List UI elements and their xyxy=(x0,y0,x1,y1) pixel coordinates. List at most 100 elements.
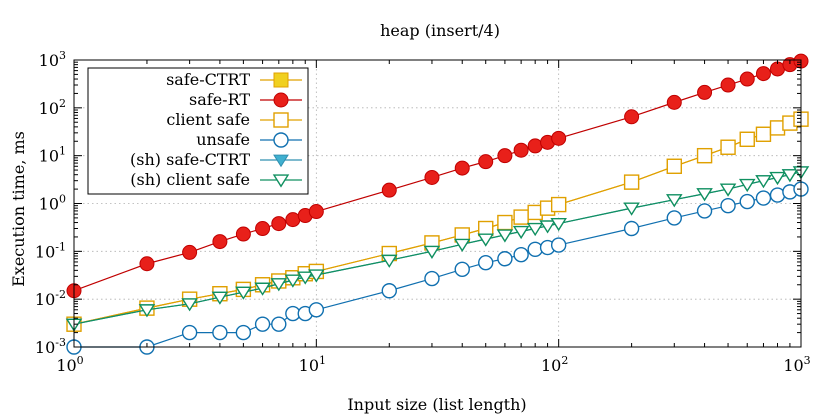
legend-box xyxy=(87,67,309,195)
legend-label: client safe xyxy=(166,110,250,129)
series-line xyxy=(73,60,802,292)
data-point xyxy=(454,160,470,176)
x-tick-label: 102 xyxy=(541,354,568,375)
data-point xyxy=(478,154,494,170)
data-point xyxy=(181,298,198,312)
legend-marker xyxy=(273,132,289,148)
data-point xyxy=(513,209,529,225)
data-point xyxy=(666,210,682,226)
x-tick-label: 100 xyxy=(56,354,83,375)
data-point xyxy=(696,188,713,202)
data-point xyxy=(478,254,494,271)
data-point xyxy=(138,304,156,318)
data-point xyxy=(550,218,567,232)
data-point xyxy=(424,169,440,185)
axis-ticks: 100 101 102 103 10-3 10-2 10-1 100 101 102 103 xyxy=(35,49,811,375)
legend-marker xyxy=(273,72,289,88)
data-point xyxy=(623,174,640,190)
data-point xyxy=(770,61,786,77)
data-point xyxy=(496,229,514,243)
data-point xyxy=(720,197,736,214)
data-point xyxy=(539,220,556,234)
data-point xyxy=(211,291,229,305)
series-line xyxy=(74,188,802,348)
data-point xyxy=(497,214,513,231)
data-point xyxy=(550,196,567,213)
data-point xyxy=(271,316,287,332)
data-point xyxy=(696,203,713,219)
data-point xyxy=(526,222,544,237)
data-point xyxy=(623,220,640,237)
data-point xyxy=(424,270,440,287)
data-point xyxy=(720,77,736,93)
y-tick-label: 10-2 xyxy=(35,288,66,309)
series-line xyxy=(73,171,802,325)
chart-title: heap (insert/4) xyxy=(380,21,500,40)
data-point xyxy=(308,302,325,318)
y-tick-label: 10-1 xyxy=(35,240,66,261)
data-point xyxy=(513,247,529,263)
data-point xyxy=(477,233,494,247)
data-point xyxy=(550,237,567,253)
data-point xyxy=(624,109,640,125)
data-point xyxy=(739,71,755,87)
series-line xyxy=(73,118,802,325)
y-axis-title: Execution time, ms xyxy=(9,131,28,287)
data-point xyxy=(181,324,198,341)
data-point xyxy=(254,316,271,332)
y-tick-label: 10-3 xyxy=(35,336,66,357)
data-point xyxy=(666,94,682,110)
data-point xyxy=(755,190,772,206)
data-point xyxy=(235,226,251,242)
data-point xyxy=(527,241,543,258)
data-point xyxy=(623,202,640,216)
data-point xyxy=(423,245,441,259)
x-axis-title: Input size (list length) xyxy=(347,395,526,414)
data-point xyxy=(139,256,155,272)
series-unsafe xyxy=(66,181,809,355)
data-point xyxy=(182,244,198,260)
y-tick-label: 101 xyxy=(39,145,66,166)
data-point xyxy=(512,225,530,240)
data-point xyxy=(271,216,287,232)
data-point xyxy=(666,194,683,208)
data-point xyxy=(296,271,314,285)
grid xyxy=(74,60,801,347)
legend-label: (sh) client safe xyxy=(130,170,250,189)
data-point xyxy=(738,178,756,193)
data-point xyxy=(781,169,799,183)
legend-marker xyxy=(272,174,290,188)
data-point xyxy=(739,193,755,210)
y-tick-label: 100 xyxy=(39,193,66,214)
data-point xyxy=(769,171,786,186)
data-point xyxy=(696,147,713,164)
series-safe-rt xyxy=(66,53,809,299)
x-tick-label: 103 xyxy=(783,354,810,375)
data-point xyxy=(381,283,397,299)
data-point xyxy=(719,183,737,197)
data-point xyxy=(308,269,325,283)
legend-marker xyxy=(273,154,289,168)
data-point xyxy=(254,282,271,296)
data-point xyxy=(381,182,397,198)
data-point xyxy=(755,175,772,189)
data-point xyxy=(212,234,228,250)
legend-label: unsafe xyxy=(196,130,250,149)
data-point xyxy=(739,131,755,147)
data-point xyxy=(755,66,771,82)
data-point xyxy=(270,278,288,292)
data-point xyxy=(513,142,529,158)
legend-marker xyxy=(273,112,289,128)
legend-label: (sh) safe-CTRT xyxy=(130,150,250,169)
legend-label: safe-RT xyxy=(189,90,250,109)
data-point xyxy=(697,84,713,100)
data-point xyxy=(666,158,682,174)
data-point xyxy=(284,274,302,288)
data-point xyxy=(478,220,494,237)
data-point xyxy=(551,130,567,146)
data-point xyxy=(497,148,513,164)
data-point xyxy=(255,221,271,237)
data-point xyxy=(720,139,736,155)
